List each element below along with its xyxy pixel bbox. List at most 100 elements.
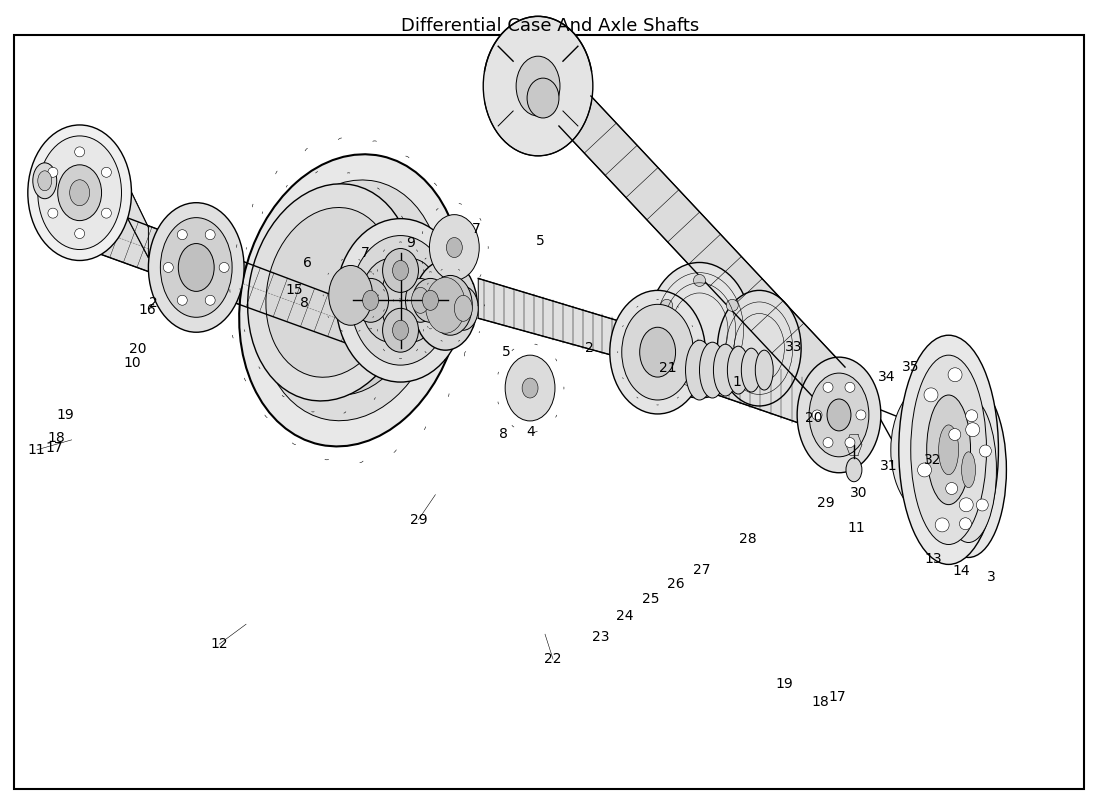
Circle shape: [959, 498, 974, 512]
Text: 20: 20: [805, 411, 823, 425]
Circle shape: [812, 410, 822, 420]
Polygon shape: [120, 168, 148, 258]
Ellipse shape: [717, 290, 801, 406]
Circle shape: [823, 438, 833, 447]
Ellipse shape: [260, 180, 442, 421]
Ellipse shape: [741, 348, 761, 392]
Ellipse shape: [57, 165, 101, 221]
Text: 20: 20: [129, 342, 146, 356]
Ellipse shape: [393, 320, 408, 340]
Text: 14: 14: [953, 565, 970, 578]
Text: 17: 17: [828, 690, 846, 704]
Circle shape: [966, 410, 978, 422]
Ellipse shape: [846, 458, 862, 482]
Ellipse shape: [904, 405, 954, 494]
Circle shape: [946, 482, 958, 494]
Text: 22: 22: [544, 652, 562, 666]
Circle shape: [48, 167, 58, 178]
Circle shape: [726, 299, 738, 311]
Ellipse shape: [383, 249, 418, 292]
Ellipse shape: [279, 206, 421, 395]
Circle shape: [949, 429, 960, 441]
Text: 8: 8: [300, 296, 309, 310]
Ellipse shape: [351, 235, 450, 365]
Ellipse shape: [940, 397, 997, 542]
Ellipse shape: [406, 278, 436, 322]
Ellipse shape: [955, 435, 982, 505]
Text: 11: 11: [28, 443, 46, 457]
Circle shape: [101, 167, 111, 178]
Circle shape: [979, 445, 991, 457]
Text: 19: 19: [57, 408, 75, 422]
Text: 31: 31: [880, 458, 898, 473]
Ellipse shape: [161, 218, 232, 318]
Ellipse shape: [798, 357, 881, 473]
Ellipse shape: [266, 207, 396, 378]
Ellipse shape: [899, 335, 999, 565]
Polygon shape: [660, 326, 839, 437]
Ellipse shape: [926, 395, 970, 505]
Ellipse shape: [621, 304, 693, 400]
Ellipse shape: [363, 290, 378, 310]
Ellipse shape: [505, 355, 556, 421]
Text: 25: 25: [642, 592, 659, 606]
Ellipse shape: [148, 202, 244, 332]
Text: 8: 8: [498, 427, 507, 441]
Ellipse shape: [87, 153, 122, 233]
Circle shape: [219, 262, 229, 273]
Ellipse shape: [961, 452, 976, 488]
Text: 29: 29: [817, 496, 835, 510]
Ellipse shape: [69, 180, 89, 206]
Polygon shape: [559, 96, 845, 397]
Text: 26: 26: [667, 578, 684, 591]
Text: 16: 16: [139, 303, 156, 318]
Circle shape: [693, 374, 705, 386]
Ellipse shape: [383, 308, 418, 352]
Ellipse shape: [648, 262, 751, 398]
Ellipse shape: [393, 261, 408, 281]
Circle shape: [661, 349, 673, 361]
Ellipse shape: [426, 278, 465, 334]
Ellipse shape: [449, 286, 478, 330]
Ellipse shape: [429, 214, 480, 281]
Text: 2: 2: [148, 296, 157, 310]
Circle shape: [917, 463, 932, 477]
Ellipse shape: [412, 278, 449, 322]
Text: 9: 9: [406, 235, 415, 250]
Text: 32: 32: [924, 453, 942, 466]
Circle shape: [163, 262, 174, 273]
Ellipse shape: [714, 344, 737, 396]
Text: Differential Case And Axle Shafts: Differential Case And Axle Shafts: [400, 18, 700, 35]
Circle shape: [823, 382, 833, 392]
Text: 33: 33: [785, 340, 803, 354]
Ellipse shape: [33, 163, 57, 198]
Ellipse shape: [361, 258, 420, 342]
Text: 5: 5: [502, 345, 510, 359]
Circle shape: [845, 438, 855, 447]
Text: 1: 1: [733, 375, 741, 389]
Ellipse shape: [516, 56, 560, 116]
Text: 28: 28: [738, 531, 756, 546]
Ellipse shape: [329, 266, 373, 326]
Circle shape: [177, 295, 187, 306]
Ellipse shape: [756, 350, 773, 390]
Ellipse shape: [411, 287, 429, 314]
Text: 12: 12: [210, 637, 228, 651]
Ellipse shape: [447, 238, 462, 258]
Ellipse shape: [640, 327, 675, 377]
Text: 4: 4: [527, 425, 536, 439]
Text: 15: 15: [285, 283, 303, 298]
Text: 24: 24: [616, 610, 634, 623]
Text: 10: 10: [123, 356, 141, 370]
Circle shape: [75, 147, 85, 157]
Ellipse shape: [454, 295, 472, 322]
Ellipse shape: [414, 261, 477, 350]
Ellipse shape: [353, 278, 388, 322]
Text: 7: 7: [361, 246, 370, 259]
Text: 23: 23: [592, 630, 609, 644]
Ellipse shape: [700, 342, 725, 398]
Circle shape: [206, 295, 216, 306]
Text: 35: 35: [902, 360, 920, 374]
Circle shape: [177, 230, 187, 240]
Ellipse shape: [522, 378, 538, 398]
